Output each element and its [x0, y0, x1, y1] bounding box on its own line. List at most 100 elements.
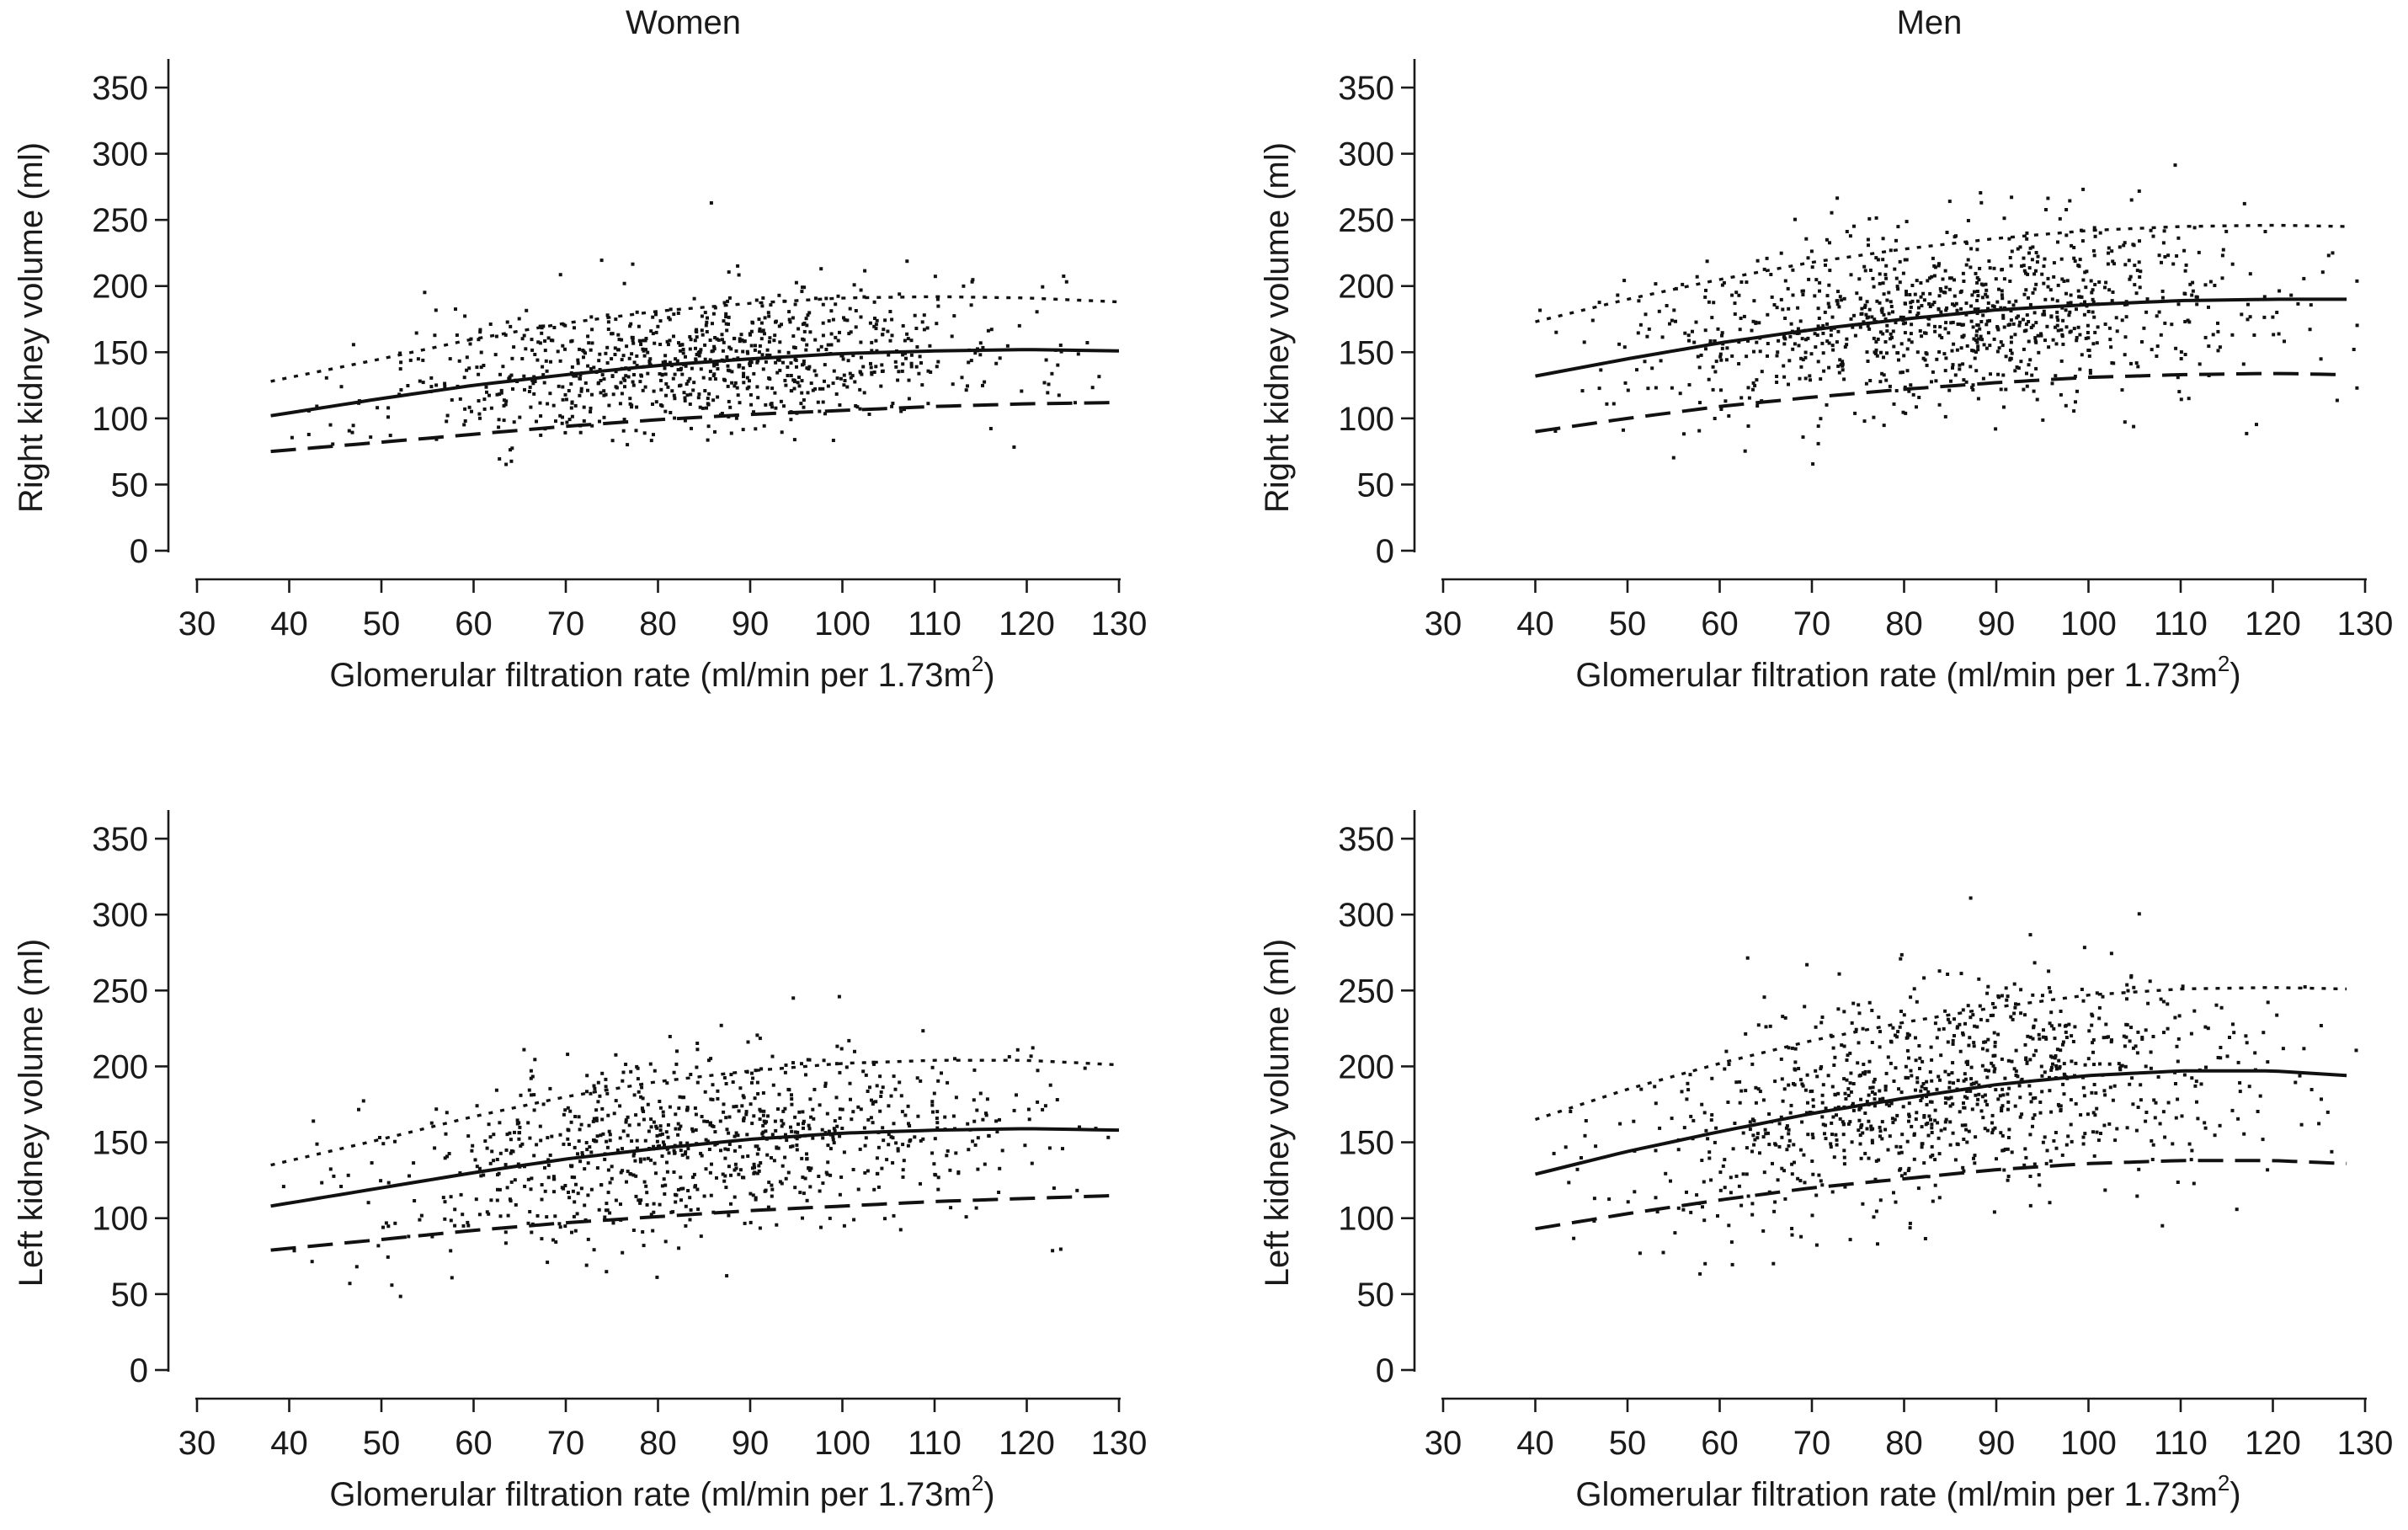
scatter-point [1719, 408, 1723, 411]
scatter-point [668, 360, 672, 365]
scatter-point [530, 338, 534, 342]
scatter-point [1739, 317, 1743, 320]
scatter-point [2028, 933, 2032, 937]
scatter-point [529, 1187, 533, 1191]
scatter-point [1842, 1149, 1846, 1153]
scatter-point [636, 1066, 640, 1070]
scatter-point [643, 339, 647, 343]
scatter-point [663, 1183, 668, 1187]
scatter-point [761, 1091, 765, 1095]
scatter-point [824, 1170, 828, 1175]
scatter-point [1826, 1074, 1830, 1078]
scatter-point [2030, 373, 2034, 377]
scatter-point [1873, 1092, 1877, 1096]
scatter-point [1868, 379, 1873, 382]
scatter-point [514, 1202, 518, 1207]
scatter-point [635, 1146, 639, 1150]
scatter-point [595, 1134, 599, 1138]
scatter-point [680, 1096, 685, 1100]
scatter-point [1638, 1251, 1642, 1255]
scatter-point [821, 400, 825, 404]
scatter-point [450, 1276, 454, 1280]
scatter-point [1872, 285, 1876, 289]
scatter-point [532, 392, 536, 396]
scatter-point [449, 1218, 453, 1223]
scatter-point [2068, 310, 2072, 314]
scatter-point [1729, 1191, 1733, 1195]
scatter-point [1975, 298, 1979, 302]
scatter-point [1853, 411, 1857, 415]
scatter-point [674, 1062, 679, 1066]
scatter-point [791, 1061, 795, 1065]
scatter-point [839, 1107, 842, 1112]
scatter-point [2019, 988, 2023, 992]
scatter-point [530, 1074, 535, 1079]
scatter-point [1923, 331, 1926, 335]
scatter-point [2006, 1178, 2010, 1182]
scatter-point [1012, 1108, 1016, 1112]
scatter-point [2091, 1014, 2095, 1018]
scatter-point [561, 385, 565, 389]
scatter-point [2037, 1173, 2041, 1177]
scatter-point [2148, 979, 2152, 984]
scatter-point [1792, 1143, 1796, 1147]
scatter-point [1703, 1261, 1707, 1266]
scatter-point [702, 1119, 706, 1123]
scatter-point [1978, 1004, 1982, 1008]
scatter-point [876, 1171, 880, 1175]
scatter-point [1553, 429, 1558, 433]
scatter-point [789, 1125, 792, 1129]
scatter-point [729, 1073, 733, 1077]
scatter-point [1685, 1190, 1688, 1194]
scatter-point [664, 1130, 669, 1134]
scatter-point [2048, 1054, 2053, 1058]
scatter-point [868, 321, 872, 325]
scatter-point [1727, 1223, 1731, 1228]
scatter-point [2046, 196, 2050, 200]
scatter-point [1766, 354, 1769, 358]
scatter-point [2188, 282, 2192, 286]
scatter-point [689, 338, 693, 342]
scatter-point [2061, 318, 2065, 323]
scatter-point [737, 1109, 741, 1113]
scatter-point [706, 438, 710, 442]
scatter-point [2277, 332, 2281, 336]
scatter-point [1664, 1171, 1668, 1175]
scatter-point [663, 372, 668, 376]
scatter-point [1827, 341, 1831, 345]
scatter-point [839, 354, 844, 358]
scatter-point [870, 349, 874, 353]
scatter-point [600, 1071, 605, 1075]
scatter-point [1943, 1069, 1947, 1074]
scatter-point [1976, 344, 1980, 349]
scatter-point [1975, 248, 1979, 252]
scatter-point [881, 1085, 885, 1090]
scatter-point [1701, 1205, 1704, 1209]
scatter-point [858, 407, 862, 411]
scatter-point [2083, 270, 2087, 275]
scatter-point [1898, 1168, 1902, 1172]
scatter-point [2059, 328, 2064, 332]
scatter-point [1848, 1120, 1852, 1124]
scatter-point [796, 327, 801, 331]
scatter-point [985, 1097, 989, 1101]
scatter-point [2032, 272, 2037, 276]
scatter-point [1900, 1133, 1905, 1137]
scatter-point [506, 1213, 510, 1218]
x-tick-label: 30 [1425, 605, 1462, 642]
scatter-point [775, 371, 780, 375]
scatter-point [2044, 1161, 2048, 1165]
scatter-point [1830, 344, 1835, 348]
scatter-point [1756, 1087, 1761, 1091]
scatter-point [675, 1049, 679, 1053]
scatter-point [1965, 1059, 1969, 1064]
scatter-point [2203, 1126, 2208, 1130]
scatter-point [1799, 365, 1803, 369]
scatter-point [596, 1100, 600, 1104]
scatter-point [490, 1149, 494, 1154]
scatter-point [750, 1080, 754, 1085]
scatter-point [1975, 280, 1979, 285]
scatter-point [1780, 1166, 1784, 1170]
scatter-point [2083, 300, 2086, 304]
scatter-point [1932, 274, 1937, 278]
